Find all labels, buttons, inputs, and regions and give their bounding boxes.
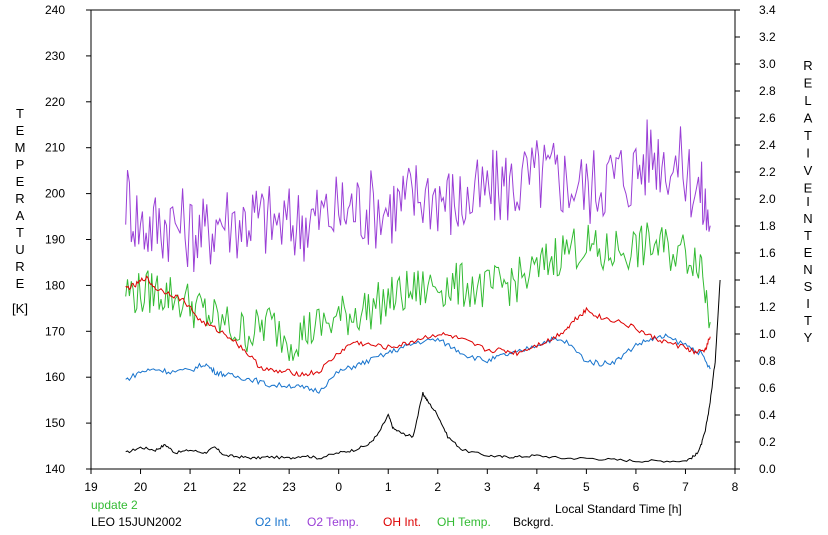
- y-right-label-letter: E: [804, 76, 813, 91]
- x-tick-label: 19: [84, 480, 98, 494]
- y-left-tick-label: 200: [45, 187, 65, 201]
- y-left-tick-label: 210: [45, 141, 65, 155]
- legend-entry: O2 Int.: [255, 515, 291, 529]
- y-right-tick-label: 1.2: [759, 300, 776, 314]
- y-right-label-letter: E: [804, 245, 813, 260]
- y-left-tick-label: 140: [45, 462, 65, 476]
- y-right-label-letter: N: [803, 262, 812, 277]
- x-axis-label: Local Standard Time [h]: [555, 502, 682, 516]
- legend-entry: OH Int.: [383, 515, 421, 529]
- y-right-label-letter: I: [806, 194, 810, 209]
- y-left-tick-label: 190: [45, 233, 65, 247]
- x-tick-label: 5: [583, 480, 590, 494]
- x-tick-label: 22: [233, 480, 247, 494]
- y-right-label-letter: T: [804, 128, 812, 143]
- x-tick-label: 7: [682, 480, 689, 494]
- x-tick-label: 23: [282, 480, 296, 494]
- y-right-label-letter: A: [804, 111, 813, 126]
- legend-entry: O2 Temp.: [307, 515, 359, 529]
- y-right-label-letter: E: [804, 181, 813, 196]
- y-left-label-letter: P: [16, 157, 25, 172]
- y-left-label-letter: A: [16, 208, 25, 223]
- y-right-label-letter: V: [804, 163, 813, 178]
- y-right-tick-label: 1.0: [759, 327, 776, 341]
- x-tick-label: 1: [385, 480, 392, 494]
- y-right-tick-label: 2.2: [759, 165, 776, 179]
- y-axis-left: 140 150 160 170 180 190 200 210 220 230 240: [45, 3, 91, 476]
- y-left-label-unit: [K]: [12, 301, 28, 316]
- y-left-tick-label: 240: [45, 3, 65, 17]
- y-left-tick-label: 220: [45, 95, 65, 109]
- y-left-label-letter: T: [16, 106, 24, 121]
- x-tick-label: 20: [134, 480, 148, 494]
- x-tick-label: 0: [335, 480, 342, 494]
- y-left-tick-label: 160: [45, 370, 65, 384]
- y-right-tick-label: 2.0: [759, 192, 776, 206]
- x-tick-label: 4: [534, 480, 541, 494]
- y-right-label-letter: S: [804, 279, 813, 294]
- series-line: [125, 279, 721, 463]
- y-left-label-letter: R: [15, 191, 24, 206]
- station-annotation: LEO 15JUN2002: [91, 515, 182, 529]
- y-left-tick-label: 180: [45, 278, 65, 292]
- y-right-tick-label: 3.2: [759, 30, 776, 44]
- x-tick-label: 21: [183, 480, 197, 494]
- y-right-tick-label: 0.8: [759, 354, 776, 368]
- y-right-tick-label: 0.0: [759, 462, 776, 476]
- y-left-label-letter: R: [15, 259, 24, 274]
- y-right-tick-label: 2.4: [759, 138, 776, 152]
- y-right-tick-label: 1.4: [759, 273, 776, 287]
- series-line: [125, 333, 711, 394]
- y-right-label-letter: Y: [804, 330, 813, 345]
- series-line: [125, 222, 711, 361]
- update-annotation: update 2: [91, 498, 138, 512]
- y-right-tick-label: 0.2: [759, 435, 776, 449]
- y-left-label-letter: M: [15, 140, 26, 155]
- y-left-label-letter: E: [16, 123, 25, 138]
- y-right-label-letter: R: [803, 58, 812, 73]
- y-right-tick-label: 0.6: [759, 381, 776, 395]
- y-right-tick-label: 3.4: [759, 3, 776, 17]
- y-right-label-letter: I: [806, 296, 810, 311]
- y-right-label-letter: T: [804, 228, 812, 243]
- x-tick-label: 2: [434, 480, 441, 494]
- legend-entry: OH Temp.: [437, 515, 491, 529]
- y-right-label-letter: L: [804, 93, 811, 108]
- series-layer: [125, 119, 721, 463]
- y-left-label-letter: T: [16, 225, 24, 240]
- y-left-tick-label: 230: [45, 49, 65, 63]
- y-right-tick-label: 1.6: [759, 246, 776, 260]
- x-tick-label: 6: [633, 480, 640, 494]
- y-right-label-letter: N: [803, 211, 812, 226]
- x-tick-label: 8: [732, 480, 739, 494]
- y-right-tick-label: 0.4: [759, 408, 776, 422]
- legend: O2 Int. O2 Temp. OH Int. OH Temp. Bckgrd.: [255, 515, 554, 529]
- y-left-label-letter: E: [16, 174, 25, 189]
- y-right-label-letter: I: [806, 146, 810, 161]
- y-left-tick-label: 170: [45, 324, 65, 338]
- y-left-tick-label: 150: [45, 416, 65, 430]
- legend-entry: Bckgrd.: [513, 515, 554, 529]
- y-left-label-letter: U: [15, 242, 24, 257]
- y-right-tick-label: 3.0: [759, 57, 776, 71]
- y-right-tick-label: 1.8: [759, 219, 776, 233]
- plot-area: [90, 9, 736, 470]
- y-right-label-letter: T: [804, 313, 812, 328]
- y-axis-right: 0.0 0.2 0.4 0.6 0.8 1.0 1.2 1.4 1.6 1.8 2.0 2.2 2.4 2…: [735, 3, 776, 476]
- y-right-tick-label: 2.8: [759, 84, 776, 98]
- y-right-tick-label: 2.6: [759, 111, 776, 125]
- x-axis: 19 20 21 22 23 0 1 2 3 4 5 6 7 8: [84, 469, 739, 494]
- series-line: [125, 275, 711, 377]
- series-line: [125, 119, 711, 273]
- x-tick-label: 3: [484, 480, 491, 494]
- y-left-label-letter: E: [16, 276, 25, 291]
